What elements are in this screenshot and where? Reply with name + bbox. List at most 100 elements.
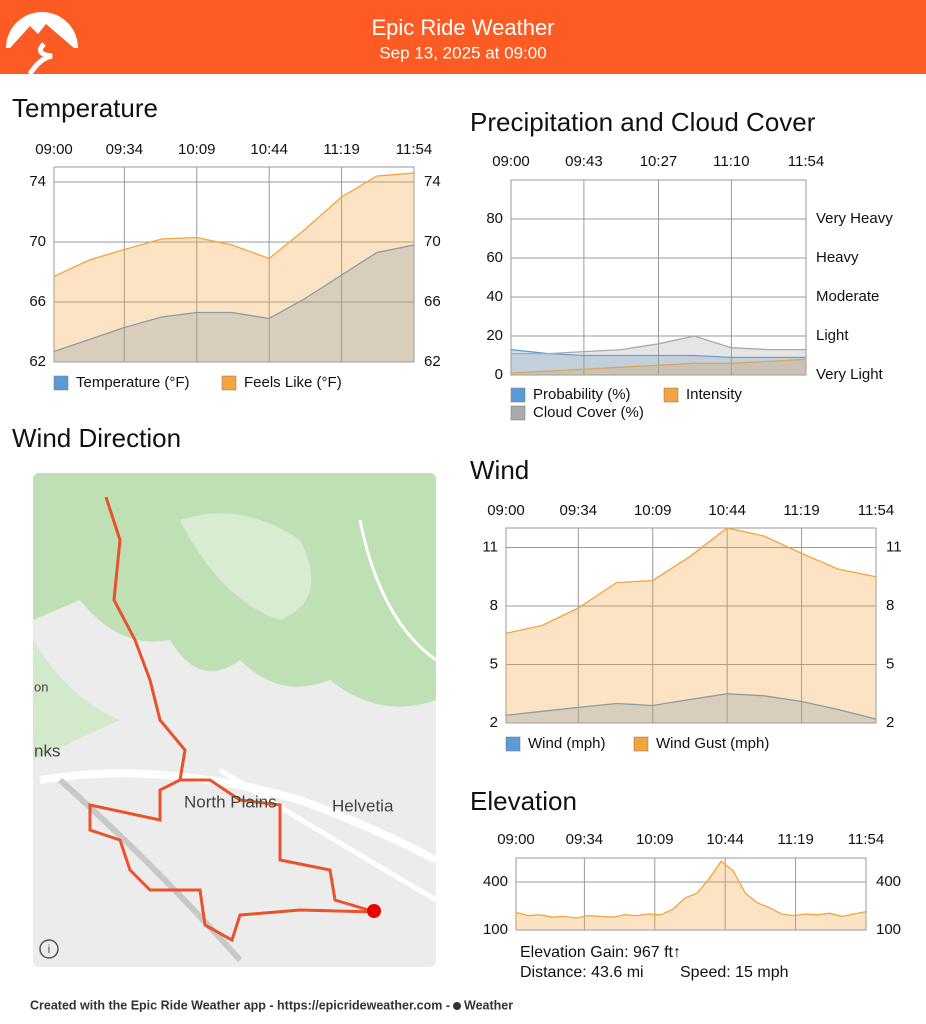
y2-tick-label: 74: [424, 173, 441, 190]
area-fill: [54, 245, 414, 362]
legend-swatch: [53, 375, 69, 391]
legend-label: Feels Like (°F): [244, 374, 342, 391]
x-tick-label: 09:00: [487, 502, 525, 519]
y-tick-label: 80: [486, 210, 503, 227]
footer-brand: Weather: [464, 998, 513, 1012]
map-title: Wind Direction: [12, 423, 181, 453]
series-line: [505, 527, 877, 634]
y-tick-label: 40: [486, 288, 503, 305]
legend-label: Wind (mph): [528, 735, 606, 752]
y2-tick-label: Moderate: [816, 288, 879, 305]
y2-tick-label: Heavy: [816, 249, 859, 266]
map-label: nks: [34, 741, 60, 760]
x-tick-label: 10:44: [708, 502, 746, 519]
y2-tick-label: 11: [886, 538, 902, 555]
y-tick-label: 2: [490, 714, 498, 731]
x-tick-label: 11:10: [713, 153, 749, 170]
y2-tick-label: 70: [424, 233, 441, 250]
x-tick-label: 10:09: [634, 502, 672, 519]
x-tick-label: 10:44: [706, 831, 744, 848]
chart-title: Elevation: [470, 786, 577, 816]
series-line: [53, 244, 415, 353]
x-tick-label: 11:54: [788, 153, 824, 170]
app-title: Epic Ride Weather: [371, 15, 554, 40]
y2-tick-label: 400: [876, 873, 901, 890]
map-label: North Plains: [184, 792, 277, 811]
legend-swatch: [510, 387, 526, 403]
svg-text:i: i: [48, 942, 51, 956]
y-tick-label: 400: [483, 873, 508, 890]
stat-text: Speed: 15 mph: [680, 964, 789, 981]
plot-area: [505, 527, 877, 724]
legend-swatch: [510, 405, 526, 421]
y2-tick-label: Light: [816, 327, 849, 344]
footer-text: Created with the Epic Ride Weather app -…: [30, 998, 450, 1012]
stat-text: Distance: 43.6 mi: [520, 964, 644, 981]
y-tick-label: 62: [29, 353, 46, 370]
series-line: [510, 358, 807, 374]
x-tick-label: 09:34: [560, 502, 598, 519]
y2-tick-label: 2: [886, 714, 894, 731]
legend-label: Wind Gust (mph): [656, 735, 769, 752]
x-tick-label: 09:00: [497, 831, 535, 848]
map: i: [33, 473, 436, 967]
x-tick-label: 10:09: [178, 141, 216, 158]
x-tick-label: 11:19: [323, 141, 359, 158]
map-label: on: [34, 679, 48, 694]
area-fill: [506, 528, 876, 723]
legend-swatch: [221, 375, 237, 391]
chart-title: Precipitation and Cloud Cover: [470, 107, 816, 137]
y-tick-label: 8: [490, 597, 498, 614]
header-bar: [0, 0, 926, 74]
legend-swatch: [505, 736, 521, 752]
legend-label: Intensity: [686, 386, 742, 403]
x-tick-label: 10:09: [636, 831, 674, 848]
series-line: [515, 860, 867, 919]
x-tick-label: 11:54: [858, 502, 894, 519]
series-line: [53, 172, 415, 278]
x-tick-label: 11:19: [783, 502, 819, 519]
y-tick-label: 100: [483, 921, 508, 938]
area-fill: [506, 693, 876, 723]
y2-tick-label: Very Heavy: [816, 210, 893, 227]
plot-area: [53, 166, 415, 363]
legend-swatch: [633, 736, 649, 752]
y2-tick-label: Very Light: [816, 366, 884, 383]
area-fill: [54, 173, 414, 362]
area-fill: [511, 336, 806, 375]
legend-label: Temperature (°F): [76, 374, 190, 391]
series-line: [510, 348, 806, 359]
y-tick-label: 20: [486, 327, 503, 344]
chart-title: Temperature: [12, 93, 158, 123]
y-tick-label: 5: [490, 655, 498, 672]
series-line: [511, 335, 806, 355]
y2-tick-label: 5: [886, 655, 894, 672]
y-tick-label: 74: [29, 173, 46, 190]
brand-icon: [453, 1002, 461, 1010]
series-line: [505, 693, 877, 720]
y-tick-label: 66: [29, 293, 46, 310]
x-tick-label: 09:00: [492, 153, 530, 170]
chart-title: Wind: [470, 455, 529, 485]
x-tick-label: 11:19: [777, 831, 813, 848]
y-tick-label: 60: [486, 249, 503, 266]
x-tick-label: 10:27: [640, 153, 678, 170]
y2-tick-label: 100: [876, 921, 901, 938]
x-tick-label: 10:44: [250, 141, 288, 158]
legend-label: Cloud Cover (%): [533, 404, 644, 421]
y-tick-label: 0: [495, 366, 503, 383]
x-tick-label: 11:54: [848, 831, 884, 848]
map-label: Helvetia: [332, 796, 394, 815]
legend-swatch: [663, 387, 679, 403]
y2-tick-label: 62: [424, 353, 441, 370]
y-tick-label: 70: [29, 233, 46, 250]
y2-tick-label: 8: [886, 597, 894, 614]
legend-label: Probability (%): [533, 386, 631, 403]
logo: [6, 12, 78, 76]
x-tick-label: 11:54: [396, 141, 432, 158]
stat-text: Elevation Gain: 967 ft↑: [520, 944, 681, 961]
y-tick-label: 11: [482, 538, 498, 555]
x-tick-label: 09:43: [565, 153, 603, 170]
app-subtitle: Sep 13, 2025 at 09:00: [379, 43, 546, 62]
